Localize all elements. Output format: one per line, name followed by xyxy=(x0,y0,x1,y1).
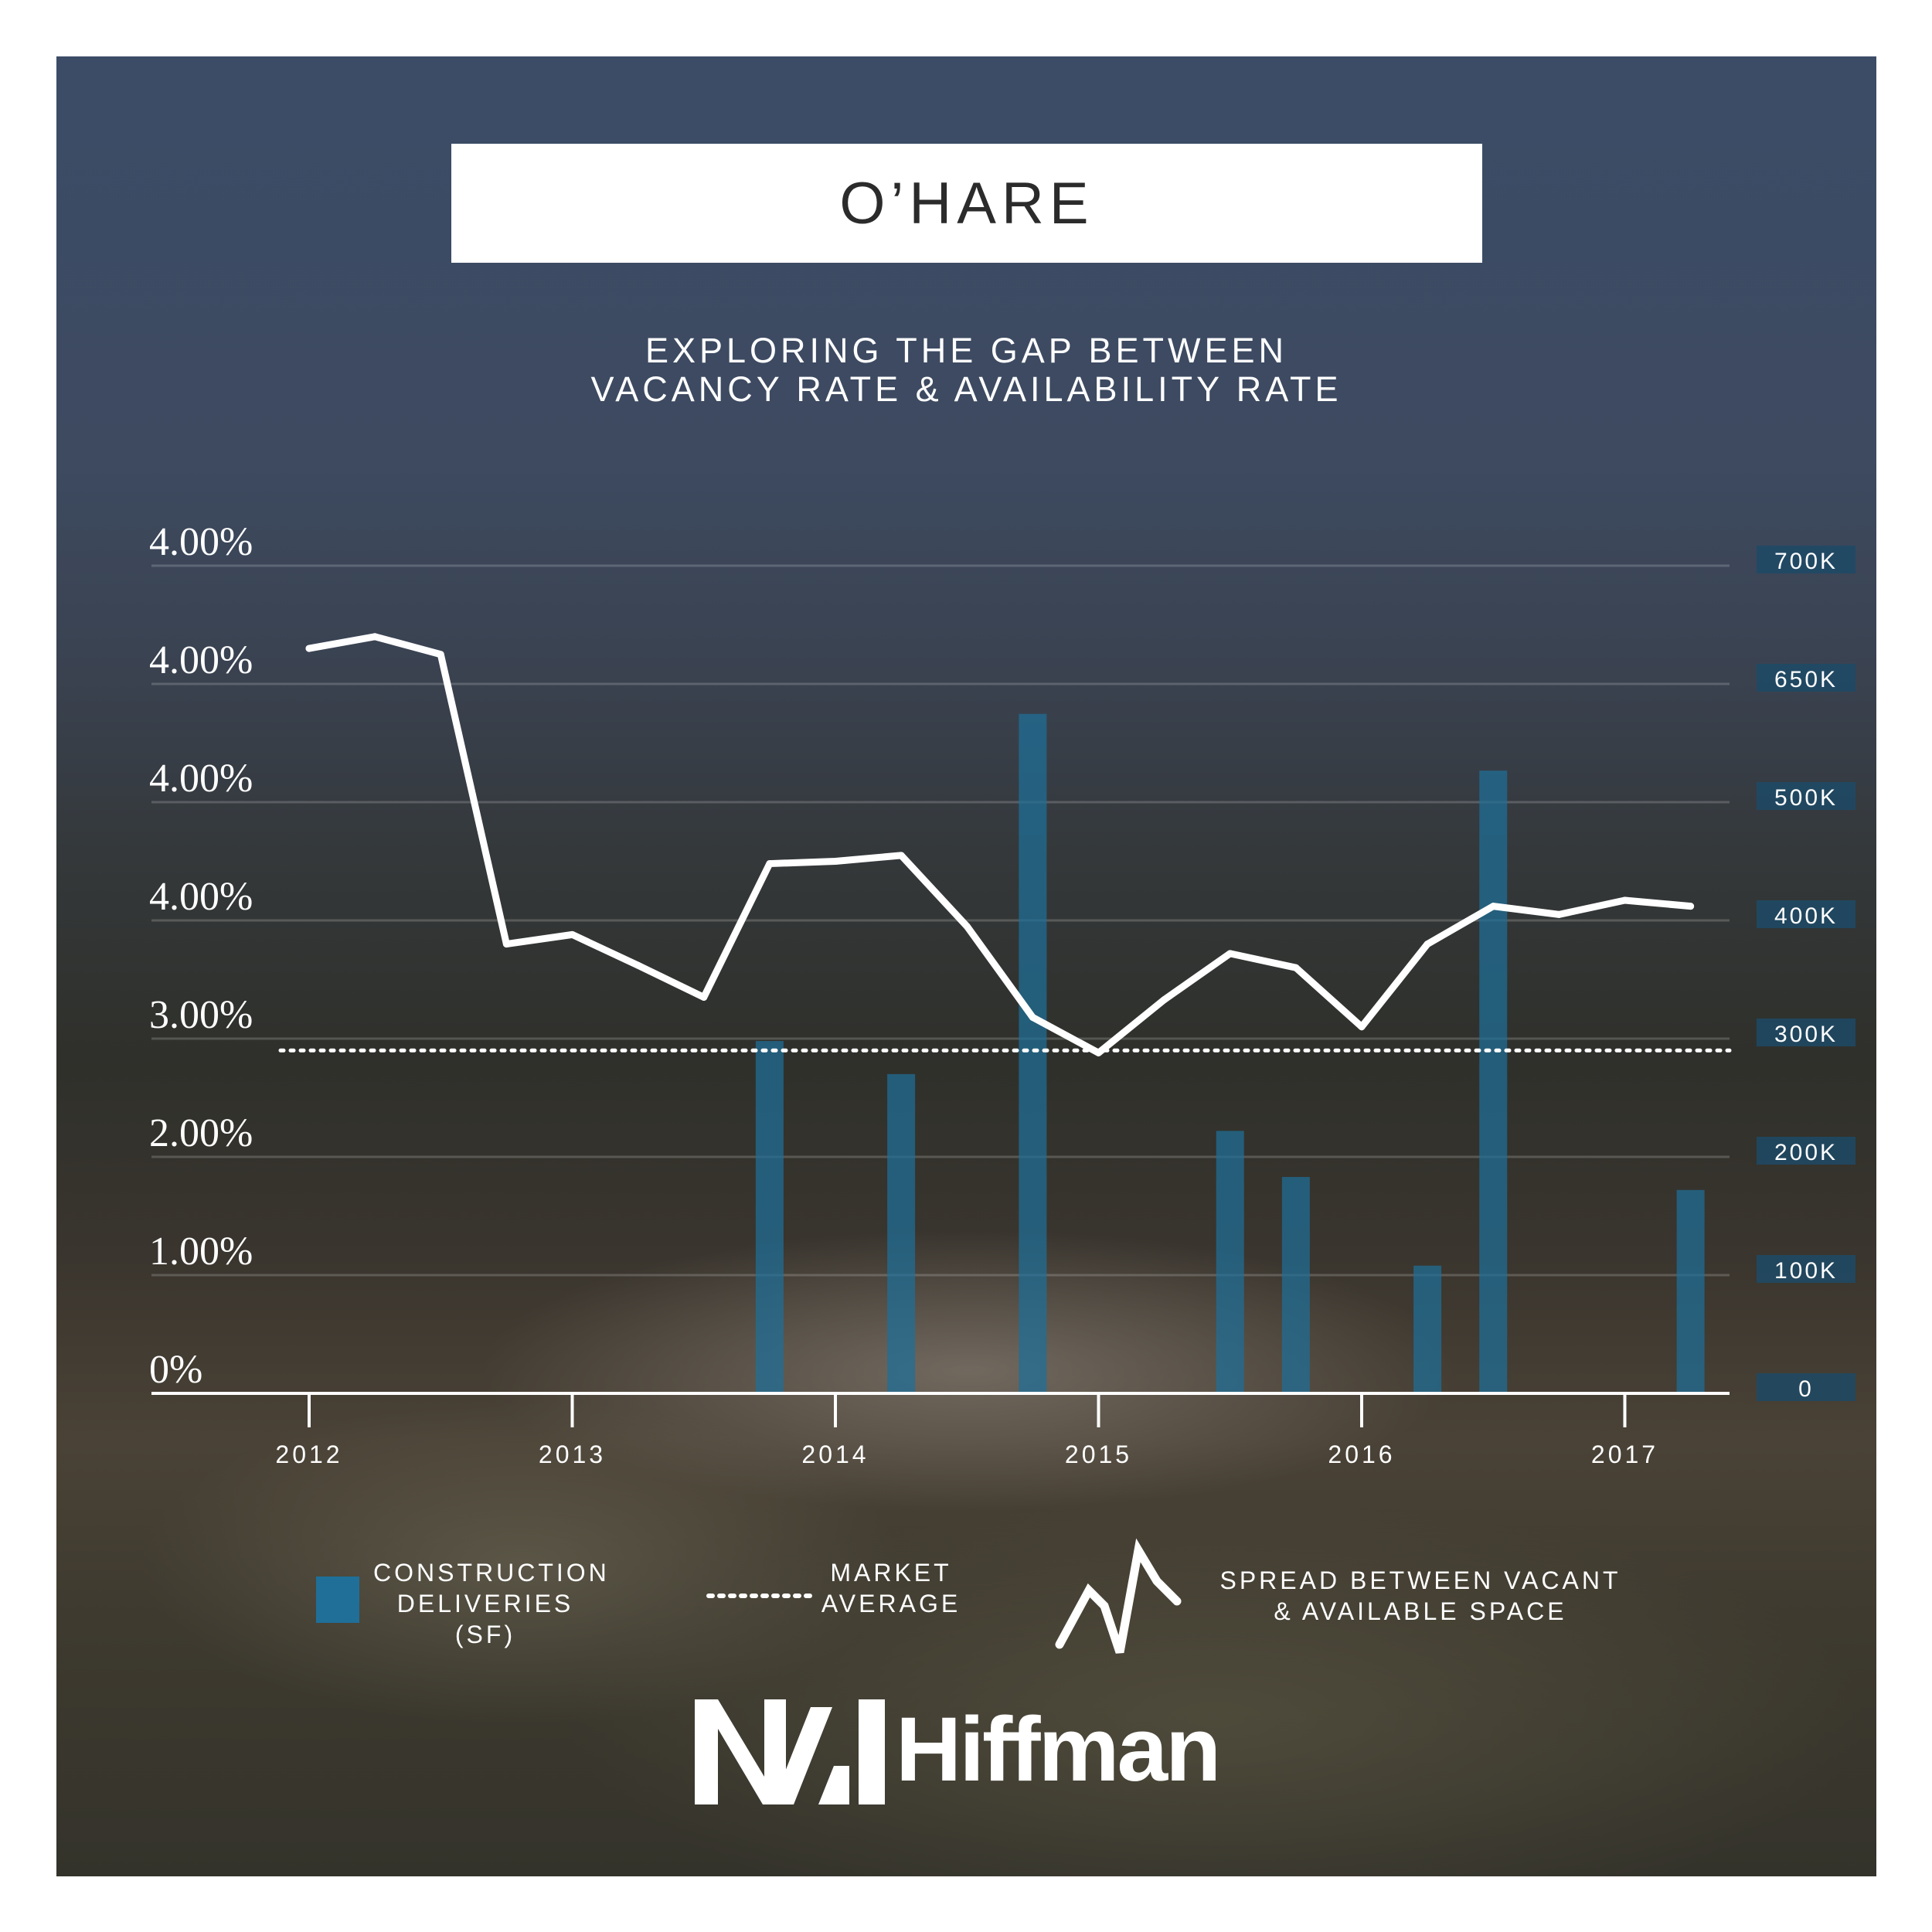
market-legend-line1: MARKET xyxy=(830,1559,952,1587)
y-right-tick-label: 700K xyxy=(1774,549,1838,574)
y-right-label-bg xyxy=(1757,664,1855,692)
subtitle-line-1: EXPLORING THE GAP BETWEEN xyxy=(645,331,1287,370)
construction-bar xyxy=(887,1073,916,1393)
y-left-tick-label: 0% xyxy=(149,1348,202,1392)
y-left-tick-label: 4.00% xyxy=(149,638,253,682)
spread-line-point xyxy=(1687,903,1695,910)
subtitle-line-2: VACANCY RATE & AVAILABILITY RATE xyxy=(590,369,1342,409)
construction-bar xyxy=(1019,713,1047,1393)
y-right-label-bg xyxy=(1757,1019,1855,1046)
construction-legend-swatch xyxy=(316,1577,359,1623)
y-right-label-bg xyxy=(1757,546,1855,573)
page-title: O’HARE xyxy=(839,170,1094,236)
y-right-tick-label: 650K xyxy=(1774,667,1838,692)
y-right-label-bg xyxy=(1757,900,1855,928)
spread-line-point xyxy=(371,633,379,641)
x-tick-label: 2015 xyxy=(1065,1440,1132,1468)
spread-line-point xyxy=(1095,1049,1102,1056)
spread-line-point xyxy=(1555,910,1563,918)
spread-line-point xyxy=(1423,940,1431,948)
market-average-legend-icon xyxy=(706,1594,813,1598)
logo-wordmark: Hiffman xyxy=(896,1699,1221,1801)
y-left-tick-label: 3.00% xyxy=(149,993,253,1037)
spread-line-point xyxy=(1621,896,1628,904)
spread-line-point xyxy=(1489,903,1497,910)
spread-legend-line1: SPREAD BETWEEN VACANT xyxy=(1219,1566,1621,1594)
spread-line-point xyxy=(1292,964,1300,971)
spread-line-point xyxy=(1161,996,1168,1004)
construction-bar xyxy=(1281,1177,1310,1393)
spread-line-point xyxy=(832,858,839,865)
spread-legend-label: SPREAD BETWEEN VACANT & AVAILABLE SPACE xyxy=(1200,1565,1641,1627)
x-tick-label: 2017 xyxy=(1591,1440,1658,1468)
spread-line-point xyxy=(766,860,774,868)
x-tick-label: 2013 xyxy=(539,1440,606,1468)
spread-line-point xyxy=(305,645,313,652)
title-box: O’HARE xyxy=(451,144,1482,263)
infographic-panel: O’HARE EXPLORING THE GAP BETWEEN VACANCY… xyxy=(56,56,1876,1876)
spread-line xyxy=(305,633,1695,1056)
y-left-tick-label: 1.00% xyxy=(149,1230,253,1274)
y-left-tick-label: 4.00% xyxy=(149,520,253,564)
construction-legend-label: CONSTRUCTION DELIVERIES (SF) xyxy=(373,1557,610,1650)
spread-line-point xyxy=(634,961,642,969)
construction-bar xyxy=(1479,770,1508,1393)
spread-line-point xyxy=(1226,950,1234,957)
x-tick-label: 2014 xyxy=(801,1440,869,1468)
y-left-tick-label: 2.00% xyxy=(149,1111,253,1155)
y-right-tick-label: 500K xyxy=(1774,785,1838,811)
spread-line-point xyxy=(897,852,905,859)
y-right-tick-label: 200K xyxy=(1774,1140,1838,1165)
y-right-tick-label: 300K xyxy=(1774,1022,1838,1047)
y-left-tick-label: 4.00% xyxy=(149,757,253,801)
y-right-label-bg xyxy=(1757,1373,1855,1401)
spread-legend-line2: & AVAILABLE SPACE xyxy=(1274,1597,1567,1625)
y-right-label-bg xyxy=(1757,1137,1855,1165)
chart: 2012 2013 2014 2015 2016 2017 0% 1.00% 2.00% 3.00… xyxy=(149,520,1855,1468)
construction-legend-line3: (SF) xyxy=(454,1621,516,1648)
y-right-tick-label: 0 xyxy=(1798,1376,1814,1402)
spread-line-point xyxy=(963,923,971,930)
spread-line-point xyxy=(569,930,576,938)
construction-legend-line2: DELIVERIES xyxy=(396,1590,574,1617)
spread-line-point xyxy=(1029,1013,1036,1021)
market-legend-line2: AVERAGE xyxy=(821,1590,961,1617)
spread-line-point xyxy=(437,651,444,658)
construction-bar xyxy=(1216,1131,1244,1393)
y-right-tick-label: 400K xyxy=(1774,903,1838,929)
spread-line-point xyxy=(502,940,510,948)
x-tick-label: 2016 xyxy=(1328,1440,1395,1468)
nai-logo-mark xyxy=(695,1699,885,1804)
y-right-label-bg xyxy=(1757,782,1855,810)
spread-line-legend-icon xyxy=(1055,1538,1182,1654)
brand-logo: Hiffman xyxy=(695,1692,1221,1808)
construction-bar xyxy=(755,1041,784,1393)
construction-legend-line1: CONSTRUCTION xyxy=(373,1559,610,1587)
y-right-tick-label: 100K xyxy=(1774,1258,1838,1284)
construction-bar xyxy=(1413,1265,1442,1393)
y-left-tick-label: 4.00% xyxy=(149,875,253,919)
x-tick-label: 2012 xyxy=(275,1440,342,1468)
market-average-legend-label: MARKET AVERAGE xyxy=(814,1557,968,1619)
y-right-label-bg xyxy=(1757,1255,1855,1283)
spread-line-point xyxy=(1358,1023,1366,1031)
spread-line-point xyxy=(700,993,708,1001)
construction-bar xyxy=(1676,1189,1705,1393)
